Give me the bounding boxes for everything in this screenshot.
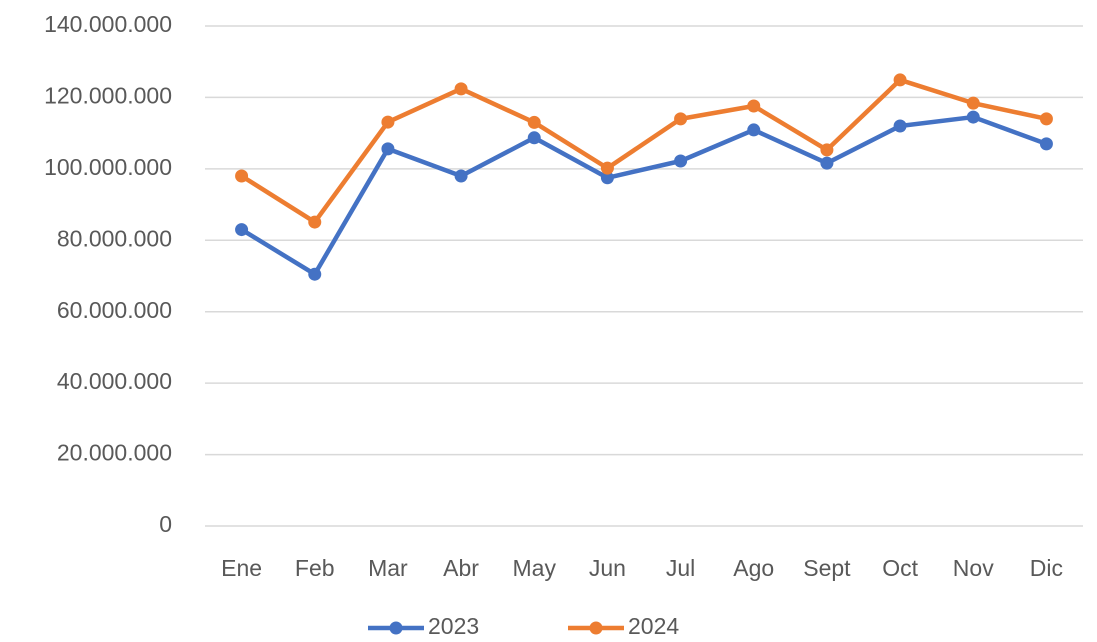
x-tick-label: Nov	[953, 555, 994, 581]
x-tick-label: Oct	[882, 555, 918, 581]
y-tick-label: 0	[159, 511, 172, 537]
series-line	[239, 114, 1049, 277]
point	[893, 119, 907, 133]
point	[747, 99, 761, 113]
x-tick-label: Ene	[221, 555, 262, 581]
legend-label: 2023	[428, 613, 479, 639]
x-tick-label: Mar	[368, 555, 408, 581]
point	[1039, 112, 1053, 126]
point	[674, 112, 688, 126]
point	[381, 142, 395, 156]
legend-label: 2024	[628, 613, 679, 639]
x-tick-label: Ago	[733, 555, 774, 581]
y-tick-label: 60.000.000	[57, 297, 172, 323]
point	[674, 154, 688, 168]
point	[747, 123, 761, 137]
x-tick-label: May	[513, 555, 557, 581]
point	[600, 161, 614, 175]
y-tick-label: 120.000.000	[44, 83, 172, 109]
point	[235, 169, 249, 183]
x-tick-label: Feb	[295, 555, 335, 581]
legend-marker	[389, 621, 403, 635]
x-tick-label: Jul	[666, 555, 695, 581]
y-tick-label: 140.000.000	[44, 11, 172, 37]
point	[381, 115, 395, 129]
point	[454, 82, 468, 96]
x-tick-label: Dic	[1030, 555, 1063, 581]
x-tick-label: Abr	[443, 555, 479, 581]
point	[454, 169, 468, 183]
y-tick-label: 100.000.000	[44, 154, 172, 180]
point	[308, 267, 322, 281]
point	[1039, 137, 1053, 151]
legend-marker	[589, 621, 603, 635]
y-tick-label: 40.000.000	[57, 368, 172, 394]
point	[893, 73, 907, 87]
point	[235, 223, 249, 237]
point	[820, 143, 834, 157]
point	[966, 96, 980, 110]
series-line	[239, 77, 1049, 225]
y-tick-label: 80.000.000	[57, 225, 172, 251]
y-tick-label: 20.000.000	[57, 440, 172, 466]
x-tick-label: Jun	[589, 555, 626, 581]
x-tick-label: Sept	[803, 555, 851, 581]
point	[527, 131, 541, 145]
point	[820, 156, 834, 170]
point	[600, 171, 614, 185]
point	[308, 215, 322, 229]
point	[966, 110, 980, 124]
point	[527, 115, 541, 129]
